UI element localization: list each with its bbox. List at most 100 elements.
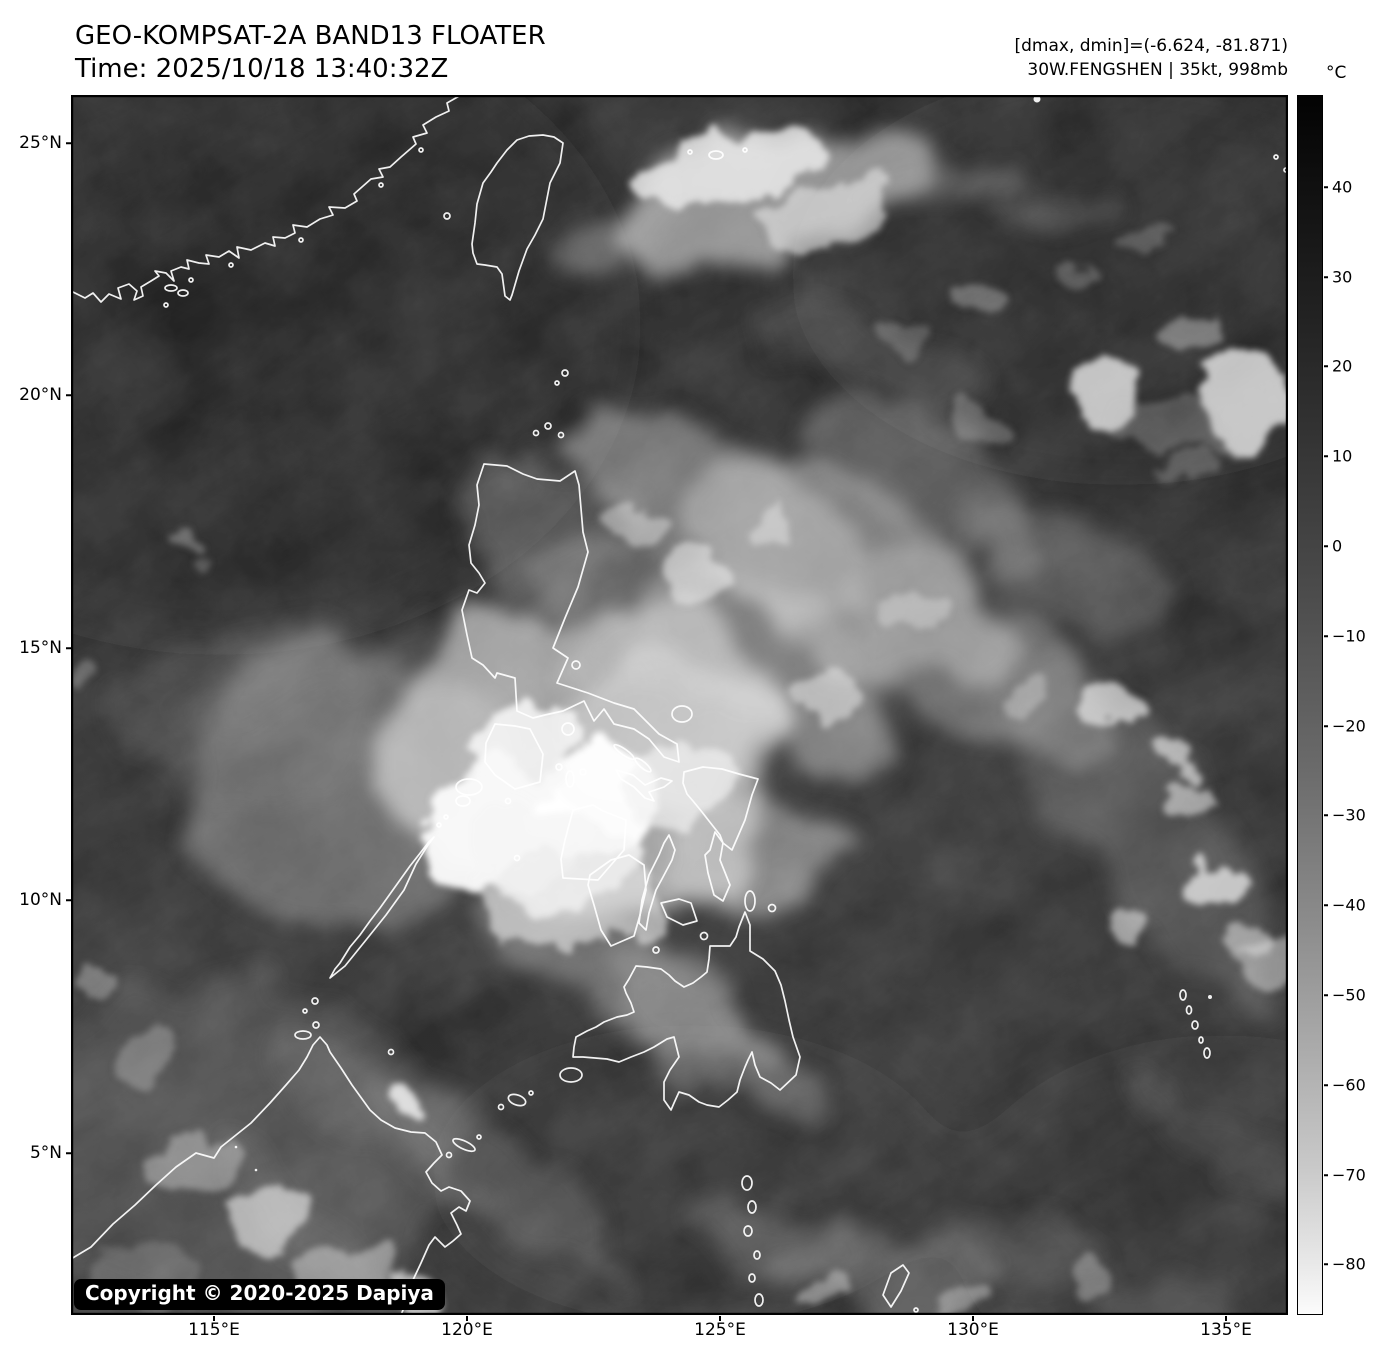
storm-info-annotation: 30W.FENGSHEN | 35kt, 998mb [1027, 60, 1288, 80]
lat-tick-mark [66, 899, 71, 901]
coastline-island [507, 1093, 527, 1107]
coastline-island [554, 380, 560, 386]
coastline-island [634, 757, 652, 773]
lon-tick-label: 115°E [188, 1320, 240, 1340]
coastline-island [476, 1134, 482, 1140]
coastline-island [418, 147, 424, 153]
map-border [71, 95, 1288, 1315]
copyright-text: Copyright © 2020-2025 Dapiya [85, 1281, 434, 1305]
lat-tick-mark [66, 394, 71, 396]
coastline-island [579, 768, 587, 776]
lon-tick-mark [213, 1316, 215, 1321]
lon-tick-mark [719, 1316, 721, 1321]
coastline-island [613, 743, 635, 761]
coastline-leyte [704, 831, 731, 902]
colorbar [1297, 95, 1323, 1315]
coastline-bohol [660, 898, 698, 926]
coastline-mindoro [484, 723, 544, 790]
colorbar-tick-mark [1324, 635, 1328, 637]
lon-tick-label: 135°E [1200, 1320, 1252, 1340]
colorbar-tick-label: 30 [1332, 267, 1353, 287]
colorbar-tick-label: 20 [1332, 356, 1353, 376]
coastline-island [753, 1250, 761, 1260]
lat-tick-mark [66, 647, 71, 649]
coastline-island [559, 1067, 583, 1083]
coastline-island [565, 770, 575, 788]
coastline-island [742, 147, 748, 153]
coastline-island [528, 1090, 534, 1096]
coastline-island [1203, 1047, 1211, 1059]
coastline-island [312, 1021, 320, 1029]
coastline-island [754, 1293, 764, 1307]
colorbar-tick-mark [1324, 186, 1328, 188]
colorbar-tick-mark [1324, 545, 1328, 547]
coastline-island [504, 797, 512, 805]
figure-timestamp: Time: 2025/10/18 13:40:32Z [75, 54, 449, 84]
dmax-dmin-annotation: [dmax, dmin]=(-6.624, -81.871) [1014, 36, 1289, 56]
lon-tick-mark [972, 1316, 974, 1321]
lon-tick-mark [1225, 1316, 1227, 1321]
colorbar-tick-mark [1324, 994, 1328, 996]
colorbar-tick-label: −70 [1332, 1165, 1366, 1185]
coastline-island [747, 1200, 757, 1214]
satellite-image [71, 95, 1288, 1315]
coastline-island [557, 431, 565, 439]
coastline-island [311, 997, 319, 1005]
coastline-island [294, 1030, 312, 1040]
coastline-island [298, 237, 304, 243]
lon-tick-label: 125°E [694, 1320, 746, 1340]
coastline-island [748, 1273, 756, 1283]
lat-tick-label: 20°N [19, 385, 62, 405]
lat-tick-label: 15°N [19, 638, 62, 658]
coastline-palawan [329, 836, 435, 979]
colorbar-tick-label: −30 [1332, 805, 1366, 825]
coastline-island [188, 277, 194, 283]
coastline-island [513, 854, 521, 862]
coastline-island [164, 284, 178, 292]
satellite-map: Copyright © 2020-2025 Dapiya [71, 95, 1288, 1315]
coastline-island [744, 890, 756, 912]
colorbar-tick-mark [1324, 455, 1328, 457]
coastline-island [497, 1103, 505, 1111]
lon-tick-mark [466, 1316, 468, 1321]
coastline-island [671, 705, 693, 723]
coastline-island [1185, 1005, 1193, 1015]
coastline-luzon [461, 463, 680, 763]
coastline-island [387, 1048, 395, 1056]
coastline-island [743, 1225, 753, 1237]
colorbar-tick-mark [1324, 1084, 1328, 1086]
colorbar-tick-mark [1324, 365, 1328, 367]
coastline-negros [587, 854, 647, 947]
coastline-island [652, 946, 660, 954]
lon-tick-label: 120°E [441, 1320, 493, 1340]
copyright-badge: Copyright © 2020-2025 Dapiya [74, 1279, 445, 1310]
colorbar-tick-label: −20 [1332, 716, 1366, 736]
lat-tick-mark [66, 142, 71, 144]
coastline-mindanao [572, 911, 801, 1111]
lat-tick-mark [66, 1152, 71, 1154]
coastline-island [699, 931, 709, 941]
coastline-island [378, 182, 384, 188]
colorbar-tick-mark [1324, 1263, 1328, 1265]
coastline-cebu [638, 834, 676, 931]
coastline-island [177, 289, 189, 297]
colorbar-tick-label: −50 [1332, 985, 1366, 1005]
coastline-island [445, 1151, 453, 1159]
coastline-island [163, 302, 169, 308]
coastline-island [913, 1307, 919, 1313]
coastline-island [532, 429, 540, 437]
colorbar-tick-label: 0 [1332, 536, 1343, 556]
colorbar-tick-mark [1324, 814, 1328, 816]
coastline-island [455, 795, 471, 807]
coastline-island [708, 150, 724, 160]
coastline-island [767, 903, 777, 913]
coastline-island [228, 262, 234, 268]
coastline-halmahera [882, 1264, 910, 1308]
coastline-island [443, 212, 451, 220]
colorbar-tick-mark [1324, 725, 1328, 727]
colorbar-tick-label: −60 [1332, 1075, 1366, 1095]
coastline-island [1179, 989, 1187, 1001]
coastline-island [1198, 1036, 1204, 1044]
coastline-island [443, 814, 449, 820]
coastline-masbate [615, 769, 673, 802]
